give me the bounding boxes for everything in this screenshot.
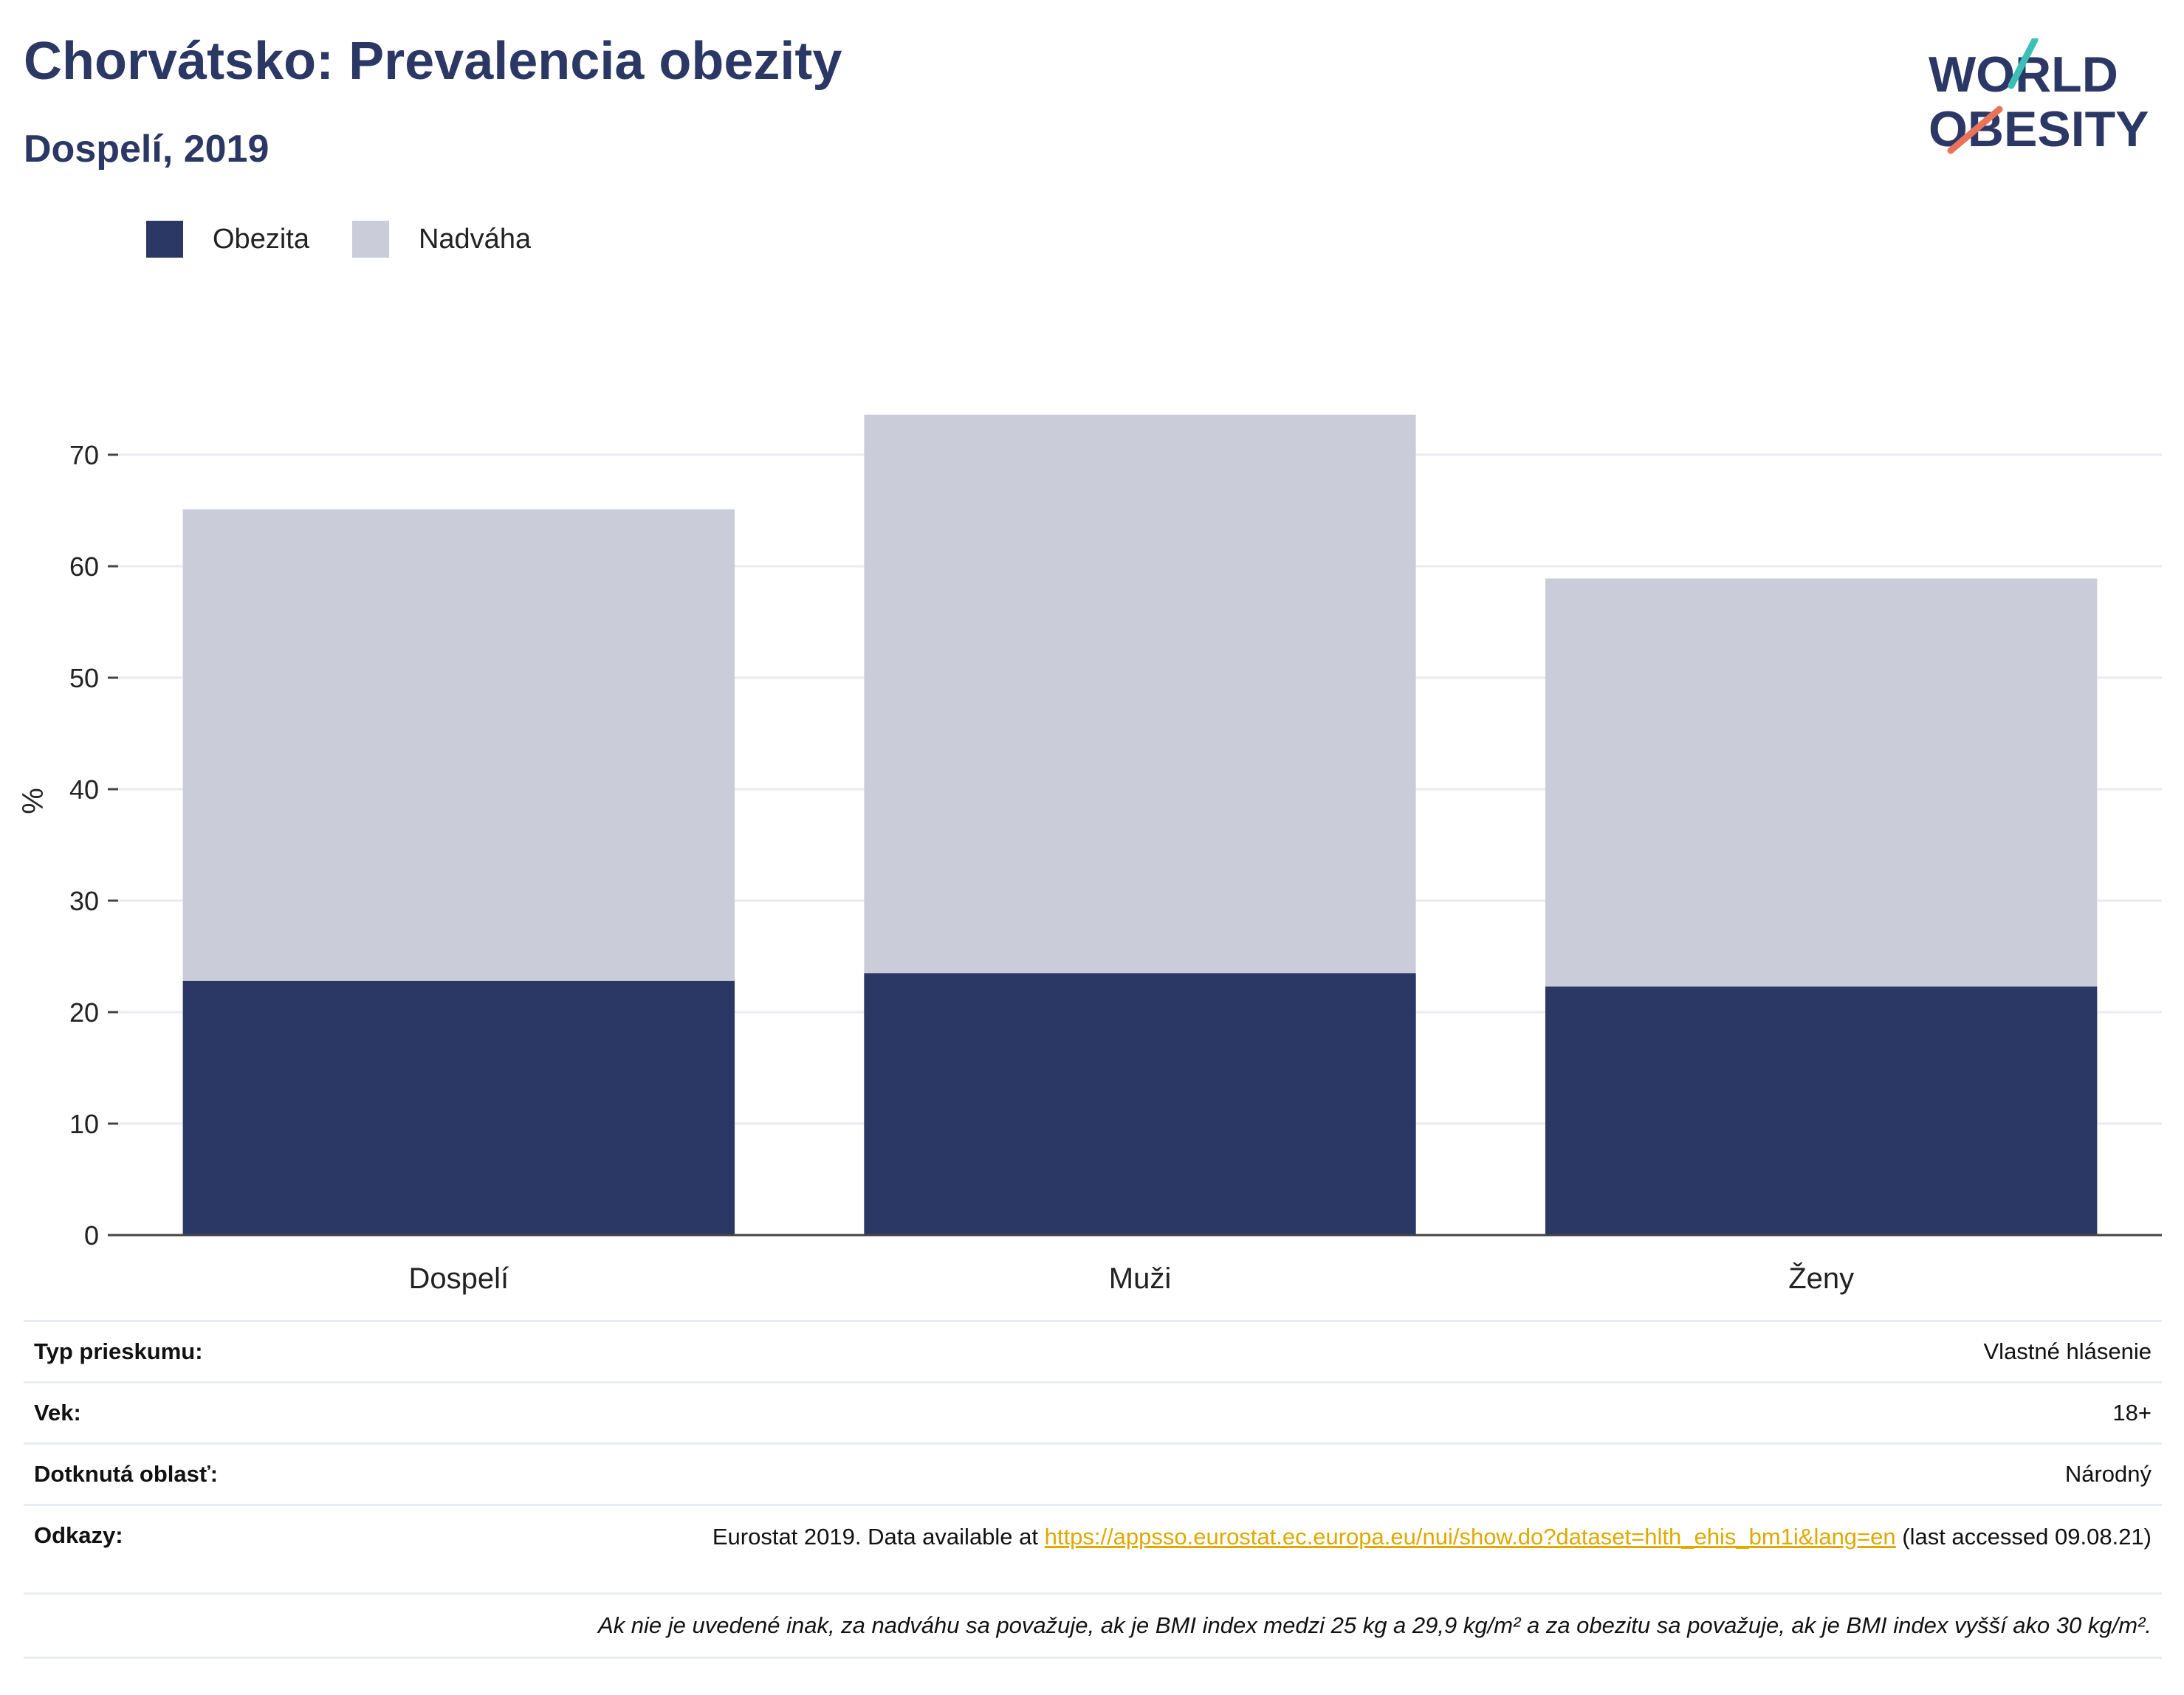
legend-label-overweight: Nadváha [418,223,532,255]
y-tick-label: 40 [69,774,99,805]
bar-overweight [182,509,735,981]
y-axis-label: % [17,788,49,814]
y-tick-label: 50 [69,663,99,693]
y-tick-label: 20 [69,997,99,1028]
info-key-survey-type: Typ prieskumu: [34,1338,203,1364]
info-row-area: Dotknutá oblasť: Národný [24,1443,2162,1504]
footnote: Ak nie je uvedené inak, za nadváhu sa po… [598,1612,2152,1638]
chart-legend: Obezita Nadváha [146,219,574,260]
y-tick-label: 10 [69,1109,99,1139]
logo-slash-top [2008,38,2039,89]
bar-overweight [1545,578,2098,987]
logo-line2: OBESITY [1929,101,2149,157]
info-row-note: Ak nie je uvedené inak, za nadváhu sa po… [24,1592,2162,1659]
info-row-age: Vek: 18+ [24,1381,2162,1443]
legend-label-obesity: Obezita [213,223,309,255]
x-tick-label: Muži [1109,1262,1171,1295]
info-value-survey-type: Vlastné hlásenie [1983,1338,2152,1364]
y-tick-label: 0 [84,1220,99,1251]
info-row-references: Odkazy: Eurostat 2019. Data available at… [24,1504,2162,1592]
info-key-area: Dotknutá oblasť: [34,1461,219,1487]
info-key-references: Odkazy: [34,1522,123,1548]
reference-text-after: (last accessed 09.08.21) [1895,1524,2152,1550]
info-table: Typ prieskumu: Vlastné hlásenie Vek: 18+… [24,1320,2162,1659]
reference-link[interactable]: https://appsso.eurostat.ec.europa.eu/nui… [1044,1524,1896,1550]
page-title: Chorvátsko: Prevalencia obezity [24,32,842,91]
bar-overweight [864,414,1416,974]
info-value-age: 18+ [2112,1400,2152,1426]
stacked-bar-chart: 0 10 20 30 40 50 60 70% Dospelí Muži Ženy [17,414,2162,1295]
x-tick-label: Ženy [1788,1262,1854,1295]
bar-obesity [1545,986,2098,1235]
legend-item-overweight[interactable]: Nadváha [351,221,532,258]
info-value-references: Eurostat 2019. Data available at https:/… [527,1522,2152,1592]
info-key-age: Vek: [34,1400,81,1426]
bar-obesity [182,980,735,1235]
page-subtitle: Dospelí, 2019 [24,128,269,171]
bar-obesity [864,973,1416,1235]
legend-swatch-overweight [351,221,389,258]
reference-text-before: Eurostat 2019. Data available at [712,1524,1045,1550]
legend-swatch-obesity [146,221,183,258]
logo-slash-bottom [1947,106,2003,154]
info-row-survey-type: Typ prieskumu: Vlastné hlásenie [24,1320,2162,1381]
legend-item-obesity[interactable]: Obezita [146,221,309,258]
y-tick-label: 70 [69,440,99,470]
y-tick-label: 30 [69,886,99,916]
y-tick-label: 60 [69,551,99,582]
world-obesity-logo: WORLD OBESITY [1929,38,2149,157]
info-value-area: Národný [2064,1461,2152,1487]
x-tick-label: Dospelí [409,1262,509,1295]
